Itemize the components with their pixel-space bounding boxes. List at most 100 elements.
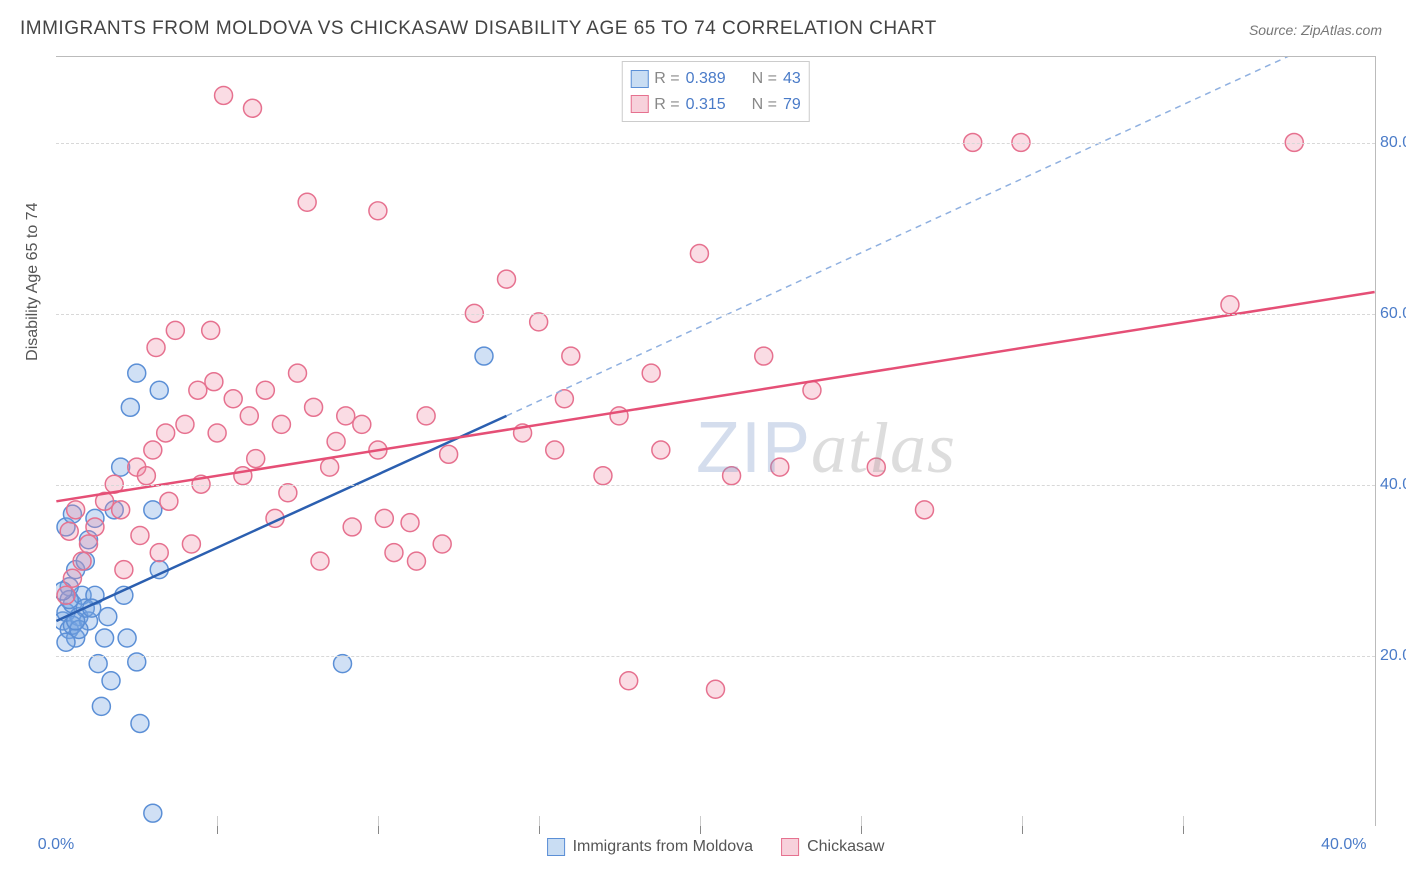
scatter-point — [60, 578, 78, 596]
scatter-point — [189, 381, 207, 399]
legend-r-label: R = — [654, 66, 679, 92]
xtick-minor — [861, 826, 862, 834]
scatter-point — [147, 339, 165, 357]
gridline-h — [56, 314, 1375, 315]
scatter-point — [80, 531, 98, 549]
legend-r-label: R = — [654, 92, 679, 118]
scatter-point — [498, 270, 516, 288]
watermark-atlas: atlas — [811, 408, 956, 488]
scatter-point — [144, 501, 162, 519]
scatter-point — [57, 586, 75, 604]
scatter-point — [89, 655, 107, 673]
scatter-point — [63, 505, 81, 523]
xtick-label: 40.0% — [1321, 836, 1366, 854]
scatter-point — [916, 501, 934, 519]
scatter-point — [215, 86, 233, 104]
scatter-point — [514, 424, 532, 442]
scatter-point — [67, 629, 85, 647]
scatter-point — [80, 535, 98, 553]
scatter-point — [690, 245, 708, 263]
xtick-minor — [700, 826, 701, 834]
gridline-h — [56, 656, 1375, 657]
scatter-point — [63, 595, 81, 613]
scatter-point — [343, 518, 361, 536]
chart-source: Source: ZipAtlas.com — [1249, 22, 1382, 38]
ytick-label: 40.0% — [1380, 476, 1406, 494]
legend-series-label: Immigrants from Moldova — [573, 838, 754, 856]
scatter-point — [137, 467, 155, 485]
scatter-point — [57, 518, 75, 536]
scatter-point — [240, 407, 258, 425]
scatter-point — [150, 544, 168, 562]
scatter-point — [208, 424, 226, 442]
scatter-point — [115, 561, 133, 579]
scatter-point — [57, 603, 75, 621]
scatter-point — [73, 586, 91, 604]
scatter-point — [385, 544, 403, 562]
scatter-point — [433, 535, 451, 553]
scatter-point — [771, 458, 789, 476]
trend-line — [56, 416, 506, 621]
xtick-stub — [378, 816, 379, 826]
xtick-stub — [217, 816, 218, 826]
watermark: ZIPatlas — [696, 407, 956, 490]
scatter-point — [642, 364, 660, 382]
xtick-minor — [1183, 826, 1184, 834]
scatter-point — [144, 441, 162, 459]
scatter-point — [375, 509, 393, 527]
scatter-point — [369, 441, 387, 459]
scatter-point — [76, 599, 94, 617]
scatter-point — [327, 433, 345, 451]
scatter-point — [67, 501, 85, 519]
scatter-point — [99, 608, 117, 626]
scatter-point — [555, 390, 573, 408]
legend-n-label: N = — [752, 66, 777, 92]
scatter-point — [298, 193, 316, 211]
xtick-stub — [539, 816, 540, 826]
scatter-point — [92, 697, 110, 715]
scatter-point — [96, 629, 114, 647]
chart-title: IMMIGRANTS FROM MOLDOVA VS CHICKASAW DIS… — [20, 18, 937, 40]
legend-series: Immigrants from Moldova Chickasaw — [547, 838, 885, 856]
scatter-point — [60, 591, 78, 609]
scatter-point — [121, 398, 139, 416]
scatter-point — [202, 321, 220, 339]
gridline-h — [56, 143, 1375, 144]
scatter-point — [475, 347, 493, 365]
scatter-point — [157, 424, 175, 442]
plot-area: ZIPatlas R =0.389N =43R =0.315N =79 Immi… — [56, 56, 1376, 826]
scatter-point — [234, 467, 252, 485]
scatter-point — [546, 441, 564, 459]
scatter-point — [86, 509, 104, 527]
scatter-point — [76, 552, 94, 570]
scatter-point — [353, 415, 371, 433]
scatter-point — [56, 582, 72, 600]
scatter-point — [70, 620, 88, 638]
scatter-point — [305, 398, 323, 416]
scatter-point — [440, 445, 458, 463]
scatter-point — [369, 202, 387, 220]
scatter-point — [244, 99, 262, 117]
scatter-point — [160, 492, 178, 510]
ytick-label: 80.0% — [1380, 134, 1406, 152]
xtick-minor — [217, 826, 218, 834]
gridline-h — [56, 485, 1375, 486]
scatter-point — [266, 509, 284, 527]
xtick-stub — [1183, 816, 1184, 826]
scatter-point — [407, 552, 425, 570]
scatter-point — [562, 347, 580, 365]
scatter-point — [63, 569, 81, 587]
legend-swatch — [547, 838, 565, 856]
scatter-point — [723, 467, 741, 485]
scatter-point — [70, 608, 88, 626]
y-axis-label: Disability Age 65 to 74 — [24, 203, 42, 361]
xtick-stub — [700, 816, 701, 826]
scatter-point — [60, 620, 78, 638]
scatter-point — [105, 501, 123, 519]
scatter-point — [60, 522, 78, 540]
scatter-point — [707, 680, 725, 698]
legend-correlation: R =0.389N =43R =0.315N =79 — [621, 61, 809, 122]
scatter-point — [63, 616, 81, 634]
legend-series-item: Chickasaw — [781, 838, 884, 856]
scatter-point — [131, 714, 149, 732]
